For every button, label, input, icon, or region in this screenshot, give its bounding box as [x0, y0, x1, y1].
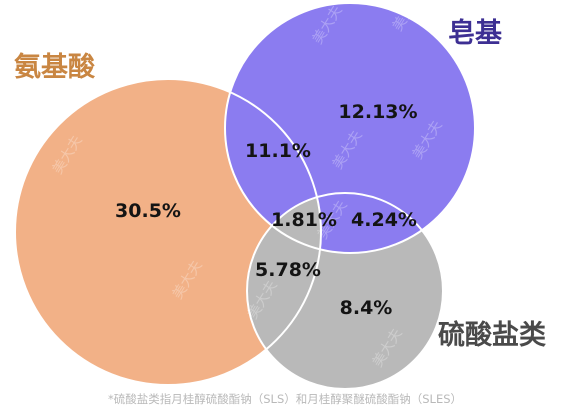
watermark-text: 美大夫: [500, 248, 536, 292]
amino-acid-outline: [14, 78, 322, 386]
amino-soap-value: 11.1%: [245, 140, 311, 162]
soap-only-value: 12.13%: [338, 101, 417, 123]
footnote: *硫酸盐类指月桂醇硫酸酯钠（SLS）和月桂醇聚醚硫酸酯钠（SLES）: [107, 392, 463, 406]
sulfate-outline: [246, 192, 444, 390]
sulfate-only-value: 8.4%: [340, 297, 393, 319]
amino-soap-overlap: [225, 79, 321, 253]
amino-sulfate-value: 5.78%: [255, 259, 321, 281]
soap-base-outline: [224, 2, 476, 254]
all-three-value: 1.81%: [271, 209, 337, 231]
sulfate-label: 硫酸盐类: [438, 319, 546, 351]
soap-base-label: 皂基: [448, 18, 503, 49]
soap-sulfate-value: 4.24%: [351, 209, 417, 231]
amino-acid-label: 氨基酸: [14, 52, 96, 83]
amino-only-value: 30.5%: [115, 200, 181, 222]
